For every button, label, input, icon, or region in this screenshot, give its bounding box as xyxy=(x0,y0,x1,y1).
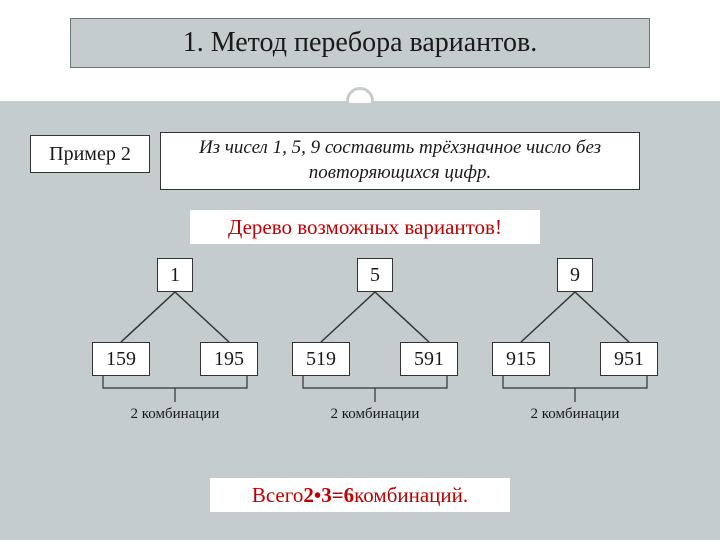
problem-text: Из чисел 1, 5, 9 составить трёхзначное ч… xyxy=(169,136,631,185)
tree-3-leaf-left: 915 xyxy=(492,342,550,376)
tree-2-combo: 2 комбинации xyxy=(280,406,470,423)
example-label: Пример 2 xyxy=(49,143,131,166)
total-formula: 2•3=6 xyxy=(303,483,354,508)
tree-3-combo: 2 комбинации xyxy=(480,406,670,423)
tree-1-leaf-left-val: 159 xyxy=(106,348,136,371)
tree-1-root-val: 1 xyxy=(170,264,180,287)
tree-2-leaf-right: 591 xyxy=(400,342,458,376)
tree-1-leaf-left: 159 xyxy=(92,342,150,376)
tree-3: 9 915 951 2 комбинации xyxy=(480,258,670,438)
tree-1: 1 159 195 2 комбинации xyxy=(80,258,270,438)
tree-3-leaf-left-val: 915 xyxy=(506,348,536,371)
tree-heading: Дерево возможных вариантов! xyxy=(228,215,502,240)
tree-2-root-val: 5 xyxy=(370,264,380,287)
tree-2-leaf-right-val: 591 xyxy=(414,348,444,371)
title-box: 1. Метод перебора вариантов. xyxy=(70,18,650,68)
tree-3-root: 9 xyxy=(557,258,593,292)
tree-1-combo: 2 комбинации xyxy=(80,406,270,423)
title-text: 1. Метод перебора вариантов. xyxy=(183,27,538,59)
problem-box: Из чисел 1, 5, 9 составить трёхзначное ч… xyxy=(160,132,640,190)
tree-3-leaf-right: 951 xyxy=(600,342,658,376)
total-prefix: Всего xyxy=(252,483,304,508)
tree-2-leaf-left-val: 519 xyxy=(306,348,336,371)
tree-1-leaf-right-val: 195 xyxy=(214,348,244,371)
tree-heading-box: Дерево возможных вариантов! xyxy=(190,210,540,244)
slide: 1. Метод перебора вариантов. Пример 2 Из… xyxy=(0,0,720,540)
tree-1-root: 1 xyxy=(157,258,193,292)
tree-2-root: 5 xyxy=(357,258,393,292)
total-suffix: комбинаций. xyxy=(354,483,468,508)
trees-area: 1 159 195 2 комбинации 5 519 591 xyxy=(0,258,720,458)
tree-3-leaf-right-val: 951 xyxy=(614,348,644,371)
tree-2: 5 519 591 2 комбинации xyxy=(280,258,470,438)
tree-3-root-val: 9 xyxy=(570,264,580,287)
total-box: Всего 2•3=6 комбинаций. xyxy=(210,478,510,512)
tree-1-leaf-right: 195 xyxy=(200,342,258,376)
tree-2-leaf-left: 519 xyxy=(292,342,350,376)
example-label-box: Пример 2 xyxy=(30,135,150,173)
